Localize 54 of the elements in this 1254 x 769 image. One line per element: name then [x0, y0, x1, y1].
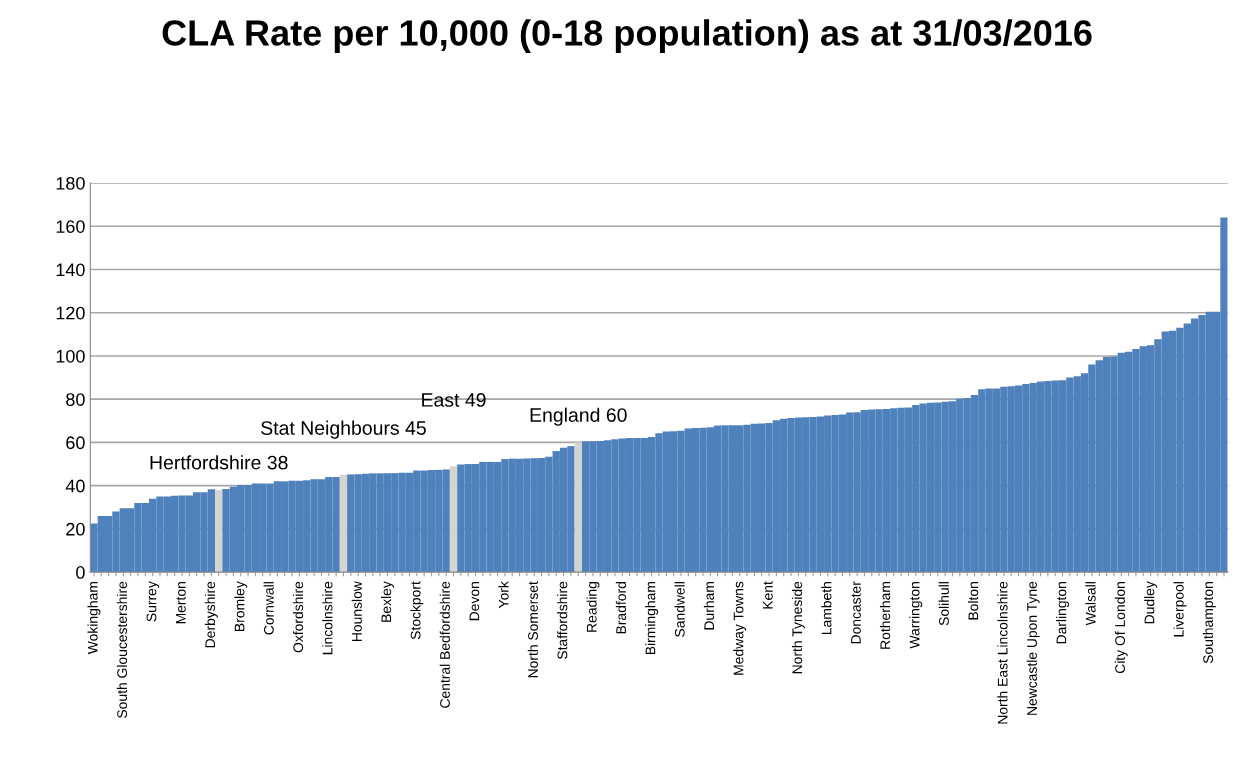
x-tick-label: Derbyshire	[204, 581, 218, 648]
annotation: East 49	[422, 393, 486, 407]
x-tick-label: Darlington	[1056, 582, 1070, 644]
x-tick-label: Surrey	[146, 581, 160, 622]
x-tick-label: Wokingham	[87, 582, 101, 655]
y-tick-label: 0	[76, 566, 85, 579]
x-tick-label: Southampton	[1202, 582, 1216, 664]
x-tick-label: Liverpool	[1173, 582, 1187, 637]
x-tick-label: North East Lincolnshire	[997, 581, 1008, 724]
x-tick-label: Bromley	[234, 581, 248, 631]
x-tick-label: Lambeth	[821, 582, 832, 635]
x-tick-label: Devon	[469, 582, 480, 621]
x-tick-label: Doncaster	[851, 581, 861, 644]
x-tick-label: Newcastle Upon Tyne	[1026, 581, 1040, 715]
y-tick-label: 180	[56, 176, 85, 190]
x-tick-label: Dudley	[1144, 581, 1158, 624]
x-tick-label: Hounslow	[351, 581, 362, 642]
y-tick-label: 60	[66, 436, 85, 450]
x-tick-label: North Tyneside	[791, 581, 805, 674]
x-tick-label: Oxfordshire	[292, 581, 304, 653]
x-tick-label: Merton	[176, 582, 186, 624]
annotation: Hertfordshire 38	[150, 455, 288, 470]
y-tick-label: 20	[66, 522, 85, 536]
x-tick-label: Rotherham	[879, 582, 891, 649]
y-tick-label: 140	[56, 263, 85, 277]
x-tick-label: Bexley	[381, 581, 394, 622]
y-tick-label: 100	[56, 349, 85, 363]
annotation: Stat Neighbours 45	[261, 420, 426, 439]
x-tick-label: Bolton	[968, 582, 979, 620]
x-tick-label: Kent	[763, 581, 773, 609]
x-tick-label: Birmingham	[645, 582, 659, 655]
y-tick-label: 120	[56, 306, 85, 320]
x-tick-label: North Somerset	[527, 581, 538, 678]
x-tick-label: Reading	[586, 582, 600, 632]
x-tick-label: Medway Towns	[733, 581, 747, 675]
chart-title: CLA Rate per 10,000 (0-18 population) as at 31/03/2016	[162, 19, 1092, 53]
x-tick-label: Walsall	[1085, 582, 1096, 626]
x-tick-label: Lincolnshire	[322, 581, 333, 655]
x-tick-label: City Of London	[1114, 582, 1128, 674]
y-tick-label: 160	[56, 220, 85, 233]
x-tick-label: Stockport	[410, 581, 424, 640]
y-tick-label: 80	[66, 393, 85, 406]
x-tick-label: Warrington	[909, 582, 923, 649]
y-tick-label: 40	[65, 479, 85, 493]
x-tick-label: Staffordshire	[557, 581, 568, 660]
x-tick-label: Durham	[703, 582, 715, 630]
x-tick-label: Bradford	[615, 582, 627, 634]
x-tick-label: Cornwall	[263, 582, 274, 635]
x-tick-label: South Gloucestershire	[116, 581, 128, 718]
x-tick-label: Sandwell	[674, 582, 685, 637]
annotation: England 60	[530, 407, 627, 426]
x-tick-label: Central Bedfordshire	[439, 581, 450, 708]
x-tick-label: York	[498, 581, 509, 609]
x-tick-label: Solihull	[938, 582, 949, 626]
